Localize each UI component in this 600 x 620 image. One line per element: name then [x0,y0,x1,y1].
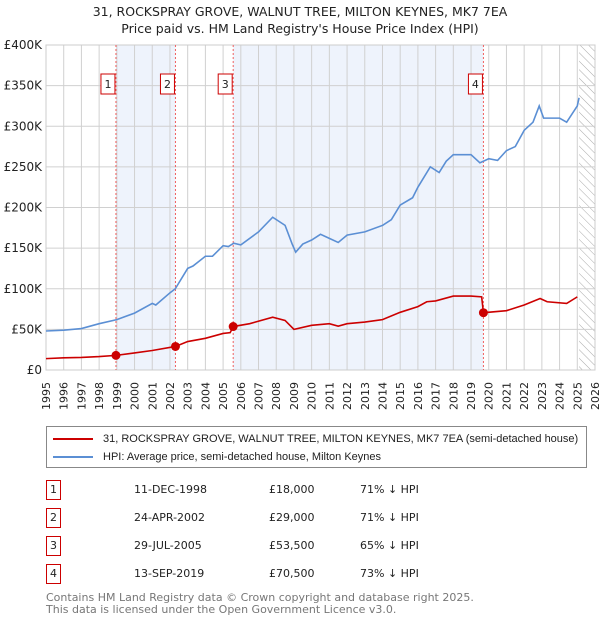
x-tick-label: 2015 [394,382,407,410]
sale-marker-number: 4 [472,78,479,91]
legend-item-property: 31, ROCKSPRAY GROVE, WALNUT TREE, MILTON… [53,432,578,446]
x-tick-label: 2021 [500,382,513,410]
plot-border [45,44,596,371]
sale-marker-number: 2 [164,78,171,91]
chart-title: 31, ROCKSPRAY GROVE, WALNUT TREE, MILTON… [92,4,508,19]
sale-point [111,350,121,360]
sale-number: 3 [46,536,61,556]
sale-row: 1 11-DEC-1998 £18,000 71% ↓ HPI [46,480,586,500]
x-tick-label: 1996 [58,382,71,410]
sale-marker-box [217,73,233,95]
legend-label: HPI: Average price, semi-detached house,… [103,451,382,463]
sale-hpi-diff: 71% ↓ HPI [360,511,419,524]
footer: Contains HM Land Registry data © Crown c… [46,592,474,616]
x-tick-label: 2016 [412,382,425,410]
x-tick-label: 1998 [93,382,106,410]
x-tick-label: 2019 [465,382,478,410]
chart-subtitle: Price paid vs. HM Land Registry's House … [121,21,479,36]
hpi-line [45,97,580,332]
sale-date: 11-DEC-1998 [134,483,208,496]
sale-price: £70,500 [269,567,315,580]
y-tick-label: £350K [4,79,44,93]
x-tick-label: 2014 [376,382,389,410]
x-tick-label: 2026 [589,382,600,410]
sale-date: 24-APR-2002 [134,511,206,524]
legend-item-hpi: HPI: Average price, semi-detached house,… [53,450,381,464]
x-tick-label: 2005 [217,382,230,410]
x-tick-label: 1997 [75,382,88,410]
sale-row: 3 29-JUL-2005 £53,500 65% ↓ HPI [46,536,586,556]
sale-date: 29-JUL-2005 [134,539,202,552]
x-tick-label: 2023 [536,382,549,410]
y-tick-label: £150K [4,241,44,255]
legend: 31, ROCKSPRAY GROVE, WALNUT TREE, MILTON… [46,426,587,468]
sale-date: 13-SEP-2019 [134,567,205,580]
x-tick-label: 2009 [288,382,301,410]
sale-hpi-diff: 71% ↓ HPI [360,483,419,496]
x-tick-label: 2018 [447,382,460,410]
x-tick-label: 2025 [571,382,584,410]
x-tick-label: 2017 [430,382,443,410]
sale-marker-number: 1 [104,78,111,91]
sale-marker-number: 3 [222,78,229,91]
x-tick-label: 1995 [40,382,53,410]
sale-marker-box [100,73,116,95]
y-tick-label: £200K [4,201,44,215]
legend-swatch-blue [53,456,93,458]
sale-row: 4 13-SEP-2019 £70,500 73% ↓ HPI [46,564,586,584]
x-tick-label: 1999 [111,382,124,410]
footer-line: This data is licensed under the Open Gov… [46,603,397,616]
footer-line: Contains HM Land Registry data © Crown c… [46,591,474,604]
x-tick-label: 2020 [483,382,496,410]
x-tick-label: 2000 [129,382,142,410]
sale-price: £53,500 [269,539,315,552]
y-tick-label: £100K [4,282,44,296]
sale-point [228,322,238,332]
legend-label: 31, ROCKSPRAY GROVE, WALNUT TREE, MILTON… [103,433,579,445]
x-tick-label: 2002 [164,382,177,410]
sale-number: 2 [46,508,61,528]
sale-hpi-diff: 73% ↓ HPI [360,567,419,580]
x-tick-label: 2008 [270,382,283,410]
x-tick-label: 2003 [182,382,195,410]
x-tick-label: 2010 [306,382,319,410]
x-tick-label: 2013 [359,382,372,410]
sale-marker-box [467,73,483,95]
sale-point [478,308,488,318]
sale-row: 2 24-APR-2002 £29,000 71% ↓ HPI [46,508,586,528]
x-tick-label: 2024 [554,382,567,410]
x-tick-label: 2022 [518,382,531,410]
x-tick-label: 2004 [199,382,212,410]
sale-price: £18,000 [269,483,315,496]
sale-price: £29,000 [269,511,315,524]
y-tick-label: £400K [4,38,44,52]
sale-hpi-diff: 65% ↓ HPI [360,539,419,552]
sale-point [170,341,180,351]
sale-number: 1 [46,480,61,500]
y-tick-label: £0 [27,363,42,377]
y-tick-label: £50K [11,322,43,336]
y-tick-label: £300K [4,119,44,133]
x-tick-label: 2012 [341,382,354,410]
x-tick-label: 2001 [146,382,159,410]
x-tick-label: 2006 [235,382,248,410]
sale-marker-box [159,73,175,95]
price-chart: 1 2 3 4 1995 1996 1997 1998 1999 2000 2001 2002 2003… [4,38,600,410]
x-tick-label: 2011 [323,382,336,410]
legend-swatch-red [53,438,93,440]
y-tick-label: £250K [4,160,44,174]
sale-number: 4 [46,564,61,584]
x-tick-label: 2007 [253,382,266,410]
